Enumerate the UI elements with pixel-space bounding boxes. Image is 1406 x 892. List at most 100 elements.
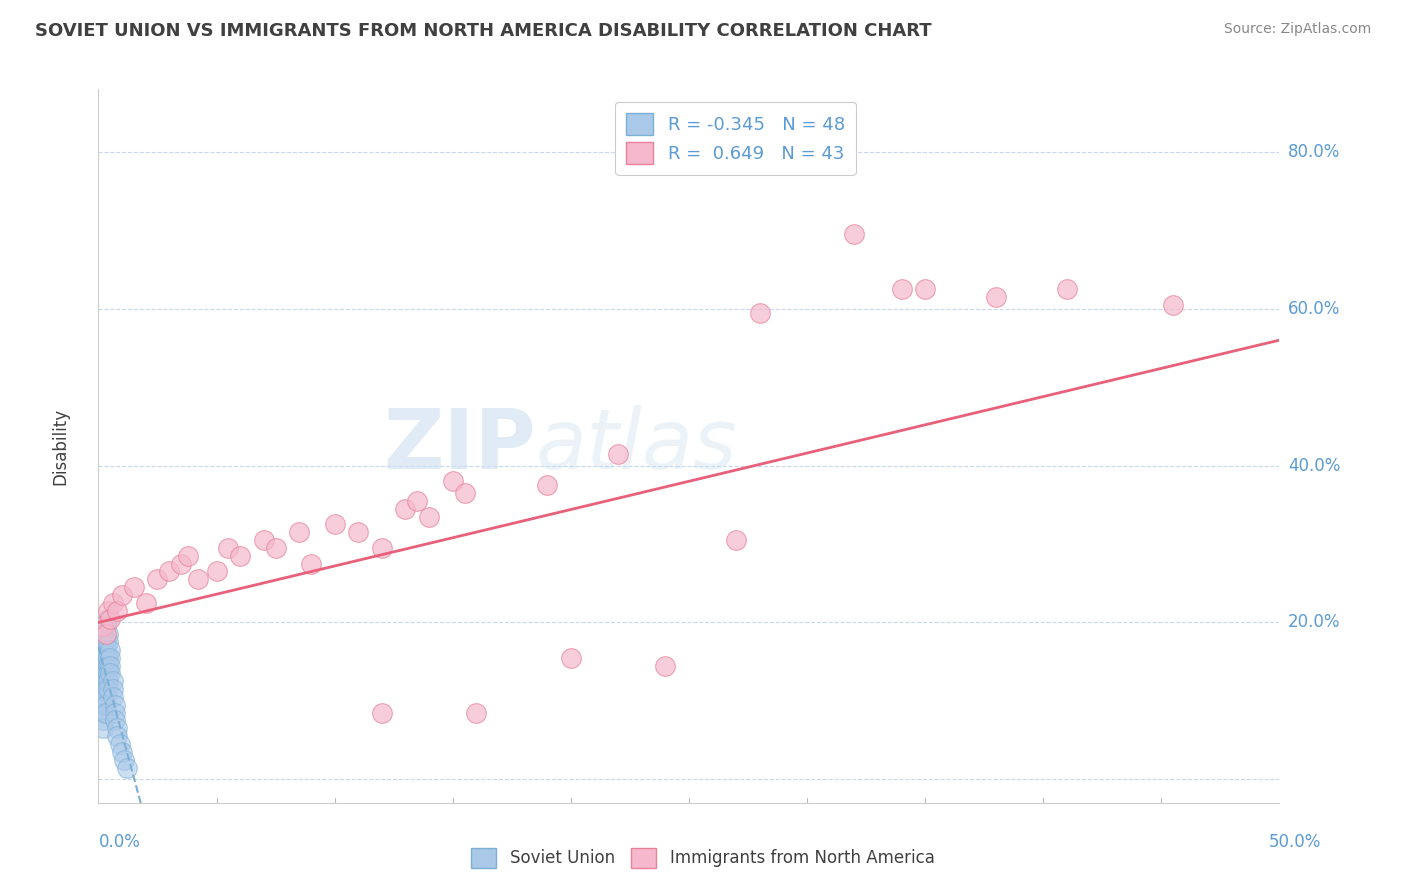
Point — [94, 619, 117, 633]
Point — [135, 596, 157, 610]
Point — [441, 475, 464, 489]
Legend: R = -0.345   N = 48, R =  0.649   N = 43: R = -0.345 N = 48, R = 0.649 N = 43 — [616, 102, 856, 175]
Point — [229, 549, 252, 563]
Point — [94, 690, 117, 704]
Point — [94, 650, 117, 665]
Point — [1056, 282, 1078, 296]
Point — [115, 760, 138, 774]
Point — [98, 611, 121, 625]
Point — [108, 737, 131, 751]
Point — [122, 580, 145, 594]
Point — [97, 658, 120, 673]
Point — [347, 525, 370, 540]
Point — [91, 635, 114, 649]
Point — [170, 557, 193, 571]
Point — [187, 572, 209, 586]
Point — [91, 643, 114, 657]
Point — [205, 565, 228, 579]
Point — [91, 650, 114, 665]
Point — [984, 290, 1007, 304]
Point — [91, 658, 114, 673]
Point — [217, 541, 239, 555]
Point — [844, 227, 866, 242]
Point — [177, 549, 200, 563]
Point — [91, 627, 114, 641]
Point — [94, 674, 117, 689]
Point — [97, 682, 120, 697]
Point — [418, 509, 440, 524]
Point — [91, 674, 114, 689]
Point — [97, 666, 120, 681]
Point — [101, 674, 124, 689]
Point — [104, 714, 127, 728]
Point — [111, 745, 134, 759]
Point — [288, 525, 311, 540]
Point — [94, 643, 117, 657]
Point — [112, 753, 135, 767]
Point — [101, 690, 124, 704]
Point — [101, 682, 124, 697]
Text: 80.0%: 80.0% — [1288, 143, 1340, 161]
Point — [299, 557, 322, 571]
Point — [94, 698, 117, 712]
Point — [465, 706, 488, 720]
Point — [654, 658, 676, 673]
Point — [890, 282, 912, 296]
Point — [536, 478, 558, 492]
Point — [406, 494, 429, 508]
Point — [91, 690, 114, 704]
Point — [94, 682, 117, 697]
Text: 60.0%: 60.0% — [1288, 300, 1340, 318]
Point — [157, 565, 180, 579]
Point — [323, 517, 346, 532]
Point — [98, 650, 121, 665]
Point — [371, 706, 394, 720]
Point — [101, 596, 124, 610]
Text: SOVIET UNION VS IMMIGRANTS FROM NORTH AMERICA DISABILITY CORRELATION CHART: SOVIET UNION VS IMMIGRANTS FROM NORTH AM… — [35, 22, 932, 40]
Point — [94, 635, 117, 649]
Text: 0.0%: 0.0% — [98, 833, 141, 851]
Point — [264, 541, 287, 555]
Text: 50.0%: 50.0% — [1268, 833, 1322, 851]
Point — [98, 643, 121, 657]
Point — [105, 721, 128, 735]
Point — [97, 674, 120, 689]
Point — [104, 706, 127, 720]
Point — [91, 721, 114, 735]
Text: 40.0%: 40.0% — [1288, 457, 1340, 475]
Point — [97, 635, 120, 649]
Point — [97, 650, 120, 665]
Point — [94, 666, 117, 681]
Point — [91, 682, 114, 697]
Point — [97, 611, 120, 625]
Text: 20.0%: 20.0% — [1288, 614, 1340, 632]
Point — [394, 501, 416, 516]
Text: atlas: atlas — [536, 406, 737, 486]
Point — [607, 447, 630, 461]
Text: Source: ZipAtlas.com: Source: ZipAtlas.com — [1223, 22, 1371, 37]
Point — [105, 729, 128, 743]
Point — [105, 604, 128, 618]
Point — [91, 619, 114, 633]
Point — [453, 486, 475, 500]
Point — [97, 604, 120, 618]
Text: ZIP: ZIP — [382, 406, 536, 486]
Point — [748, 306, 770, 320]
Point — [914, 282, 936, 296]
Point — [94, 627, 117, 641]
Text: Disability: Disability — [52, 408, 70, 484]
Legend: Soviet Union, Immigrants from North America: Soviet Union, Immigrants from North Amer… — [464, 841, 942, 875]
Point — [94, 658, 117, 673]
Point — [91, 698, 114, 712]
Point — [91, 706, 114, 720]
Point — [146, 572, 169, 586]
Point — [98, 658, 121, 673]
Point — [1161, 298, 1184, 312]
Point — [97, 627, 120, 641]
Point — [725, 533, 748, 547]
Point — [104, 698, 127, 712]
Point — [560, 650, 582, 665]
Point — [111, 588, 134, 602]
Point — [91, 714, 114, 728]
Point — [94, 706, 117, 720]
